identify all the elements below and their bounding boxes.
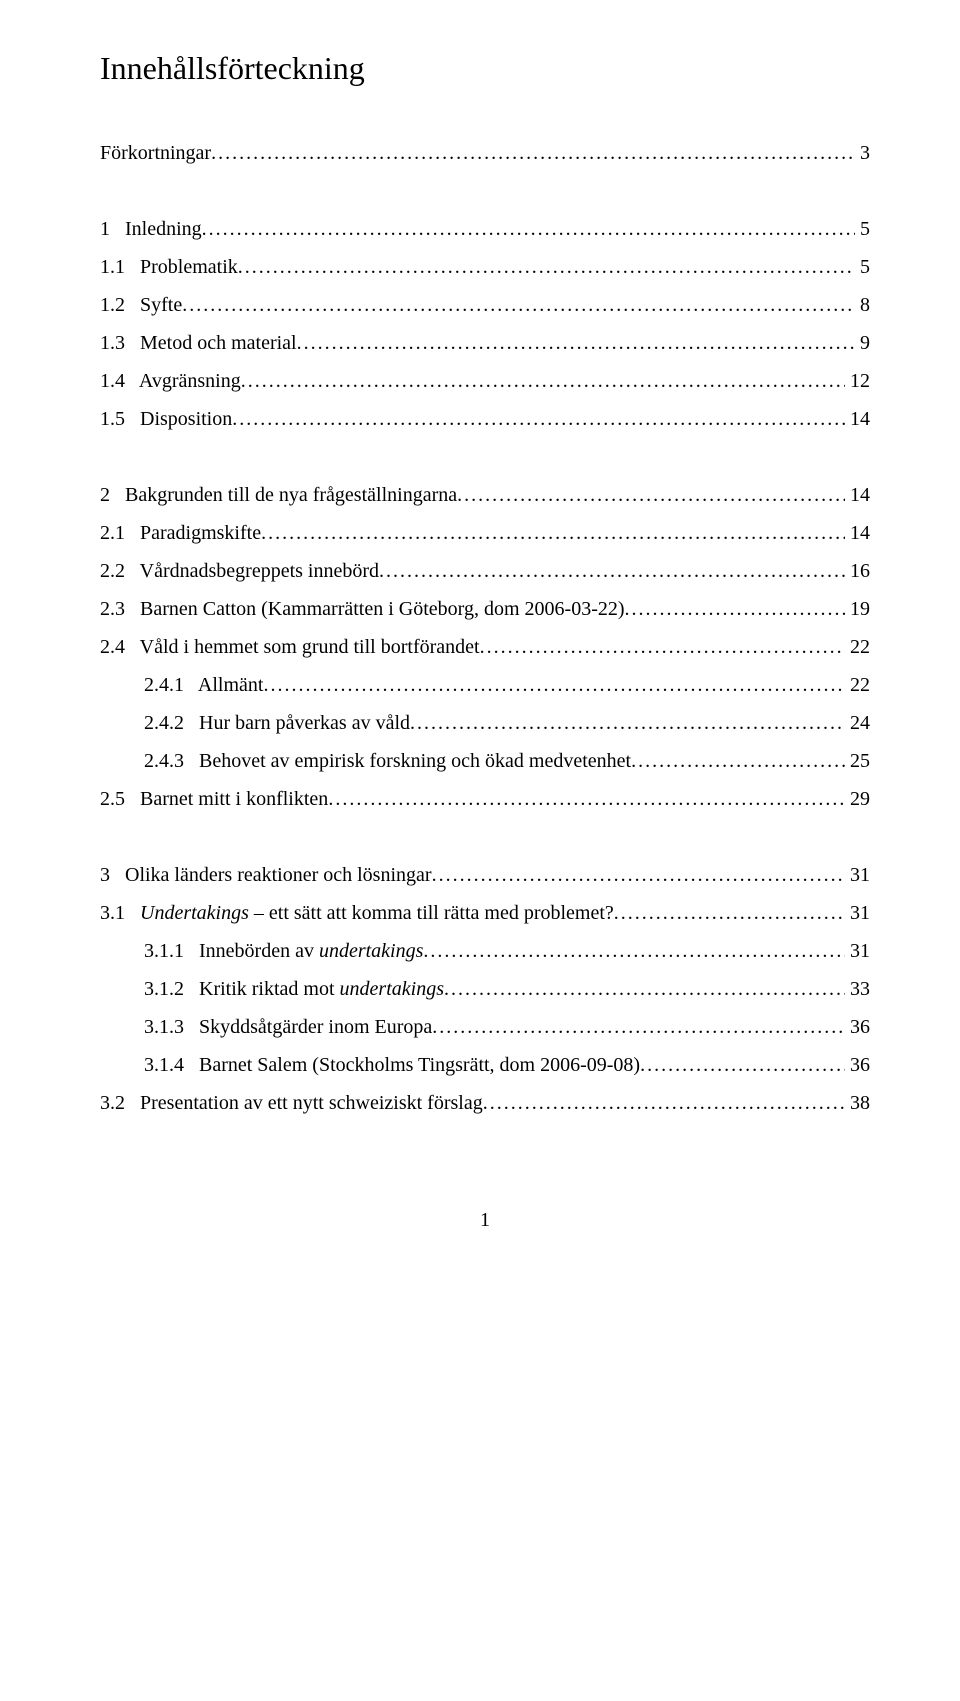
toc-page-number: 8 [855,289,870,321]
toc-entry: 2.2 Vårdnadsbegreppets innebörd 16 [100,555,870,587]
toc-page-number: 22 [845,631,870,663]
toc-leader-dots [297,327,855,359]
toc-entry: 1.4 Avgränsning 12 [100,365,870,397]
toc-label: 2.3 Barnen Catton (Kammarrätten i Götebo… [100,593,625,625]
toc-label: 2.2 Vårdnadsbegreppets innebörd [100,555,379,587]
toc-label: 2.1 Paradigmskifte [100,517,261,549]
toc-label: 3.1.2 Kritik riktad mot undertakings [144,973,444,1005]
toc-leader-dots [625,593,845,625]
toc-leader-dots [232,403,845,435]
toc-label: 1 Inledning [100,213,202,245]
toc-entry: 3 Olika länders reaktioner och lösningar… [100,859,870,891]
toc-page-number: 3 [855,137,870,169]
toc-leader-dots [182,289,855,321]
toc-label: 2.5 Barnet mitt i konflikten [100,783,328,815]
toc-label: 2.4 Våld i hemmet som grund till bortför… [100,631,480,663]
toc-label: 3.1.3 Skyddsåtgärder inom Europa [144,1011,432,1043]
toc-entry: 1.5 Disposition 14 [100,403,870,435]
toc-entry: 3.1.2 Kritik riktad mot undertakings 33 [100,973,870,1005]
toc-label: 2.4.3 Behovet av empirisk forskning och … [144,745,631,777]
toc-label: 1.2 Syfte [100,289,182,321]
toc-page-number: 31 [845,897,870,929]
toc-leader-dots [241,365,845,397]
toc-page-number: 9 [855,327,870,359]
toc-entry: 1 Inledning 5 [100,213,870,245]
toc-entry: 2.5 Barnet mitt i konflikten 29 [100,783,870,815]
toc-entry: 3.1.1 Innebörden av undertakings 31 [100,935,870,967]
toc-leader-dots [410,707,845,739]
toc-label: 3 Olika länders reaktioner och lösningar [100,859,432,891]
page-number: 1 [100,1209,870,1232]
toc-leader-dots [483,1087,845,1119]
toc-label: 2.4.2 Hur barn påverkas av våld [144,707,410,739]
page-title: Innehållsförteckning [100,50,870,87]
toc-page-number: 12 [845,365,870,397]
toc-page-number: 33 [845,973,870,1005]
toc-leader-dots [432,859,845,891]
toc-entry: 2.4.1 Allmänt 22 [100,669,870,701]
toc-entry: 1.3 Metod och material 9 [100,327,870,359]
toc-entry: 3.1.4 Barnet Salem (Stockholms Tingsrätt… [100,1049,870,1081]
toc-leader-dots [261,517,845,549]
toc-page-number: 36 [845,1011,870,1043]
toc-page-number: 5 [855,213,870,245]
toc-label: 1.3 Metod och material [100,327,297,359]
toc-label: Förkortningar [100,137,211,169]
toc-label: 2.4.1 Allmänt [144,669,263,701]
toc-leader-dots [631,745,845,777]
toc-page-number: 14 [845,403,870,435]
toc-leader-dots [238,251,855,283]
toc-page-number: 36 [845,1049,870,1081]
toc-entry: 2.3 Barnen Catton (Kammarrätten i Götebo… [100,593,870,625]
toc-entry: 2.4 Våld i hemmet som grund till bortför… [100,631,870,663]
toc-entry: 2.4.3 Behovet av empirisk forskning och … [100,745,870,777]
toc-page-number: 29 [845,783,870,815]
toc-page-number: 25 [845,745,870,777]
toc-entry: 3.1.3 Skyddsåtgärder inom Europa 36 [100,1011,870,1043]
toc-page-number: 14 [845,479,870,511]
toc-label: 3.1 Undertakings – ett sätt att komma ti… [100,897,614,929]
toc-entry: 3.2 Presentation av ett nytt schweiziskt… [100,1087,870,1119]
toc-label: 3.2 Presentation av ett nytt schweiziskt… [100,1087,483,1119]
toc-entry: 2 Bakgrunden till de nya frågeställninga… [100,479,870,511]
toc-page-number: 5 [855,251,870,283]
toc-leader-dots [457,479,845,511]
toc-leader-dots [328,783,845,815]
toc-label: 3.1.4 Barnet Salem (Stockholms Tingsrätt… [144,1049,640,1081]
toc-label: 1.1 Problematik [100,251,238,283]
toc-leader-dots [379,555,845,587]
toc-leader-dots [432,1011,845,1043]
toc-page-number: 31 [845,935,870,967]
toc-page-number: 19 [845,593,870,625]
toc-leader-dots [211,137,855,169]
toc-label: 1.4 Avgränsning [100,365,241,397]
toc-entry: 2.4.2 Hur barn påverkas av våld 24 [100,707,870,739]
toc-page-number: 38 [845,1087,870,1119]
toc-leader-dots [614,897,845,929]
toc-label: 3.1.1 Innebörden av undertakings [144,935,423,967]
toc-leader-dots [480,631,845,663]
toc-page-number: 16 [845,555,870,587]
toc-leader-dots [202,213,855,245]
toc-leader-dots [640,1049,845,1081]
toc-leader-dots [263,669,845,701]
toc-leader-dots [444,973,845,1005]
toc-entry: 1.1 Problematik 5 [100,251,870,283]
toc-label: 1.5 Disposition [100,403,232,435]
toc-container: Förkortningar 31 Inledning 51.1 Problema… [100,137,870,1119]
toc-entry: 2.1 Paradigmskifte 14 [100,517,870,549]
toc-entry: 3.1 Undertakings – ett sätt att komma ti… [100,897,870,929]
toc-entry: Förkortningar 3 [100,137,870,169]
toc-label: 2 Bakgrunden till de nya frågeställninga… [100,479,457,511]
toc-page-number: 22 [845,669,870,701]
toc-page-number: 24 [845,707,870,739]
toc-page-number: 31 [845,859,870,891]
toc-entry: 1.2 Syfte 8 [100,289,870,321]
toc-page-number: 14 [845,517,870,549]
toc-leader-dots [423,935,845,967]
